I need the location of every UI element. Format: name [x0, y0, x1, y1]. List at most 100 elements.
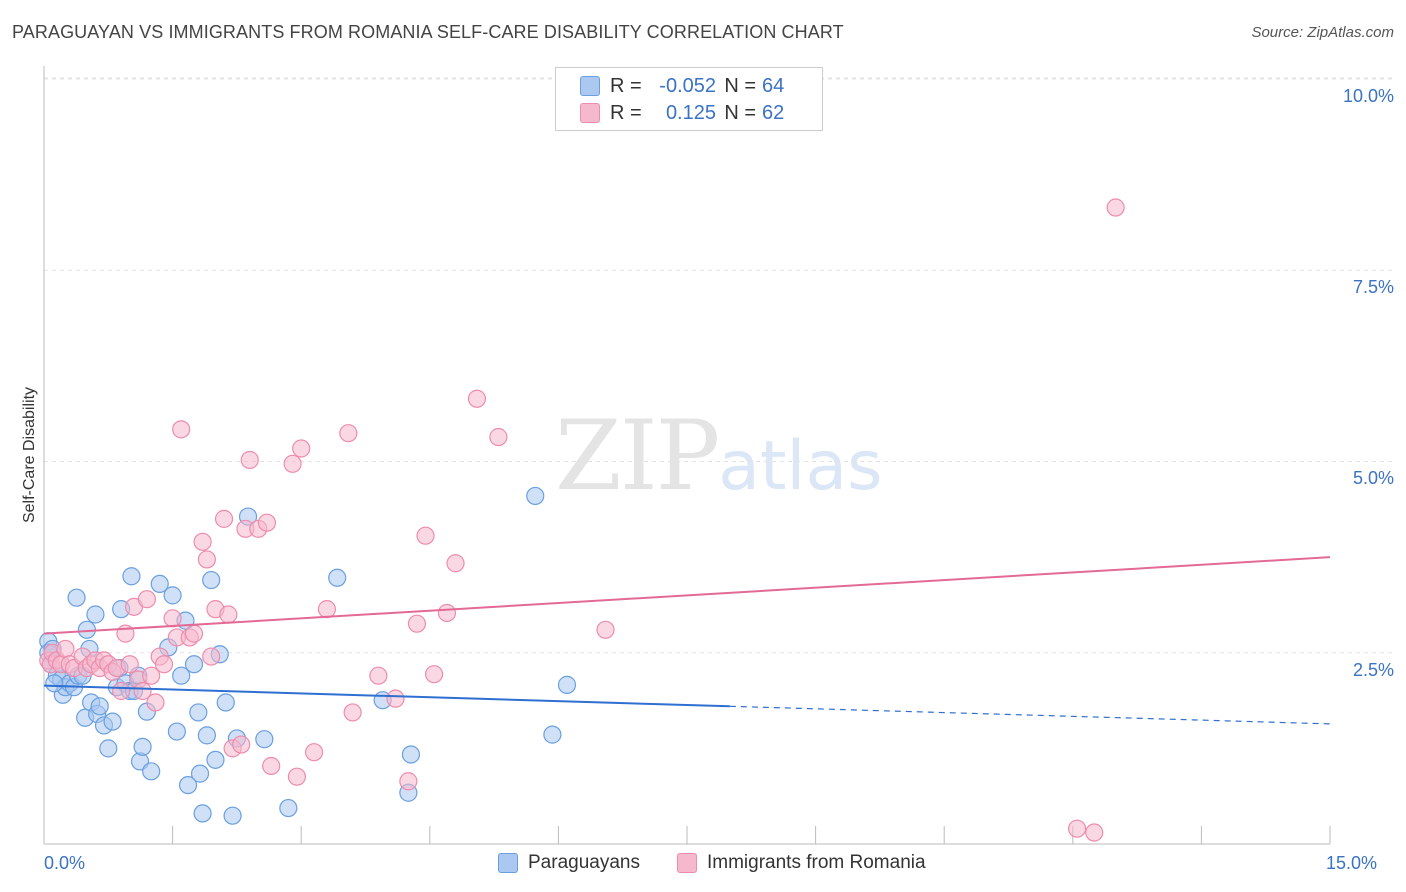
- point-paraguayans: [223, 806, 242, 825]
- point-paraguayans: [45, 674, 64, 693]
- legend-r-label: R =: [610, 74, 642, 97]
- point-romania: [304, 743, 324, 762]
- point-paraguayans: [197, 726, 216, 745]
- legend-swatch-paraguayans: [580, 76, 600, 96]
- point-romania: [56, 639, 75, 659]
- watermark-atlas: atlas: [718, 427, 883, 506]
- point-romania: [1085, 823, 1104, 842]
- point-romania: [240, 450, 259, 470]
- legend-swatch-paraguayans: [498, 853, 518, 873]
- point-paraguayans: [178, 775, 198, 795]
- legend-r-value: 0.125: [665, 101, 716, 124]
- point-paraguayans: [99, 739, 118, 758]
- point-romania: [292, 439, 311, 458]
- point-paraguayans: [401, 745, 421, 764]
- point-romania: [184, 624, 204, 643]
- chart-title: PARAGUAYAN VS IMMIGRANTS FROM ROMANIA SE…: [12, 22, 844, 42]
- trend-line-paraguayans-extension: [729, 705, 1331, 725]
- point-romania: [596, 620, 615, 639]
- point-paraguayans: [133, 737, 152, 756]
- trend-line-paraguayans: [43, 684, 730, 708]
- point-romania: [146, 693, 165, 712]
- legend-swatch-romania: [677, 853, 697, 873]
- legend-n-label: N =: [724, 101, 756, 124]
- point-paraguayans: [163, 586, 182, 605]
- point-paraguayans: [167, 722, 186, 741]
- x-tick-label-max: 15.0%: [1326, 853, 1378, 873]
- legend-label: Paraguayans: [528, 852, 640, 873]
- point-paraguayans: [193, 804, 212, 823]
- legend-item-paraguayans: Paraguayans: [498, 852, 640, 874]
- point-paraguayans: [184, 655, 204, 674]
- point-romania: [489, 427, 508, 447]
- point-romania: [407, 614, 427, 633]
- point-romania: [197, 550, 216, 569]
- point-romania: [446, 554, 465, 573]
- point-paraguayans: [543, 725, 562, 744]
- legend-r-value: -0.052: [659, 74, 716, 97]
- y-tick-label: 7.5%: [1352, 277, 1394, 297]
- point-paraguayans: [122, 567, 141, 586]
- legend-item-romania: Immigrants from Romania: [677, 852, 926, 874]
- point-romania: [287, 767, 307, 786]
- point-paraguayans: [526, 486, 545, 506]
- point-romania: [133, 681, 152, 701]
- point-romania: [219, 605, 238, 624]
- point-romania: [172, 420, 191, 439]
- point-paraguayans: [189, 703, 208, 722]
- point-romania: [343, 703, 362, 722]
- legend-label: Immigrants from Romania: [707, 852, 926, 873]
- point-romania: [369, 666, 388, 685]
- watermark-zip: ZIP: [555, 400, 720, 512]
- point-paraguayans: [150, 574, 169, 594]
- point-paraguayans: [86, 605, 105, 624]
- legend-row-paraguayans: R = -0.052 N = 64: [580, 72, 784, 100]
- point-paraguayans: [206, 750, 225, 769]
- x-tick-label-min: 0.0%: [44, 853, 86, 873]
- point-paraguayans: [103, 712, 122, 731]
- watermark: ZIPatlas: [555, 400, 883, 512]
- point-romania: [154, 655, 174, 674]
- point-romania: [120, 655, 139, 674]
- correlation-legend: R = -0.052 N = 64 R = 0.125 N = 62: [555, 67, 823, 131]
- point-romania: [262, 756, 281, 776]
- y-tick-label: 2.5%: [1352, 660, 1394, 680]
- point-romania: [202, 647, 221, 666]
- point-romania: [386, 689, 405, 708]
- point-romania: [317, 600, 337, 619]
- legend-n-value: 64: [762, 74, 785, 97]
- point-romania: [214, 509, 234, 528]
- point-romania: [193, 532, 212, 551]
- legend-swatch-romania: [580, 103, 600, 123]
- point-romania: [112, 681, 131, 701]
- series-legend: Paraguayans Immigrants from Romania: [0, 852, 1406, 878]
- point-romania: [142, 666, 161, 685]
- point-romania: [232, 735, 251, 754]
- point-paraguayans: [279, 798, 298, 818]
- point-romania: [339, 424, 358, 443]
- legend-n-value: 62: [762, 101, 785, 124]
- point-romania: [437, 603, 457, 623]
- trend-line-romania: [43, 556, 1331, 635]
- point-paraguayans: [216, 693, 235, 712]
- point-romania: [1067, 819, 1087, 838]
- point-paraguayans: [202, 570, 221, 590]
- point-paraguayans: [255, 730, 274, 749]
- y-tick-label: 5.0%: [1352, 468, 1394, 488]
- y-tick-label: 10.0%: [1342, 86, 1394, 106]
- point-romania: [163, 609, 182, 628]
- source-credit: Source: ZipAtlas.com: [1251, 24, 1394, 41]
- point-paraguayans: [328, 568, 347, 587]
- legend-r-label: R =: [610, 101, 642, 124]
- legend-row-romania: R = 0.125 N = 62: [580, 99, 784, 127]
- point-romania: [257, 513, 277, 532]
- point-romania: [467, 389, 487, 408]
- point-paraguayans: [190, 764, 210, 783]
- point-romania: [424, 665, 444, 684]
- point-romania: [1106, 198, 1125, 217]
- point-romania: [416, 526, 435, 545]
- point-paraguayans: [67, 588, 86, 607]
- point-paraguayans: [90, 697, 109, 716]
- point-paraguayans: [557, 675, 577, 694]
